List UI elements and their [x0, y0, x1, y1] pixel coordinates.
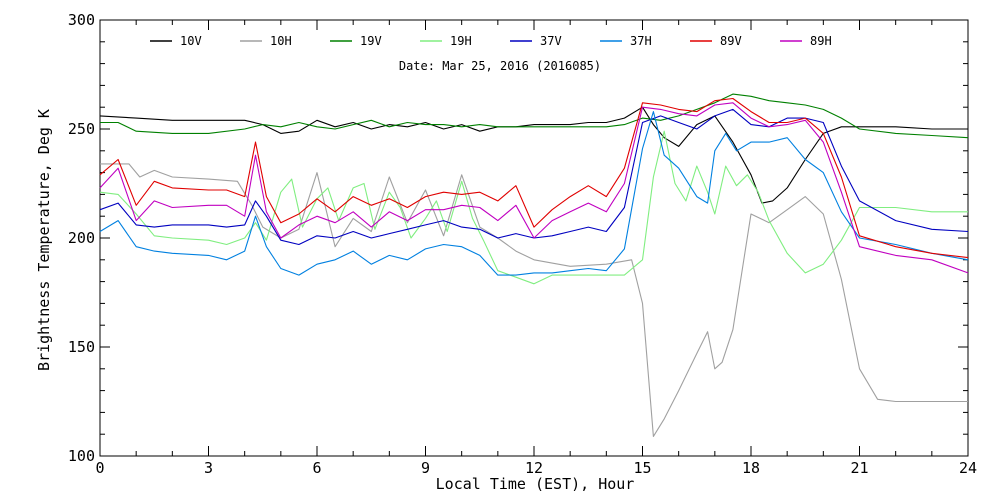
legend-label-19v: 19V: [360, 34, 382, 48]
legend-label-10v: 10V: [180, 34, 202, 48]
x-axis-label: Local Time (EST), Hour: [436, 475, 635, 493]
legend-label-89v: 89V: [720, 34, 742, 48]
x-tick-label: 18: [742, 459, 760, 477]
legend: 10V 10H 19V 19H 37V 37H 89V 89H: [150, 34, 832, 48]
y-tick-label: 150: [68, 338, 95, 356]
axis-tick-labels: 0 3 6 9 12 15 18 21 24 100 150 200 250 300: [68, 11, 977, 477]
axis-ticks: [99, 19, 969, 457]
series-line-37h: [99, 111, 969, 276]
y-tick-label: 100: [68, 447, 95, 465]
series-line-10h: [100, 163, 968, 437]
series-line-19v: [100, 93, 969, 139]
date-annotation: Date: Mar 25, 2016 (2016085): [399, 59, 601, 73]
x-tick-label: 9: [421, 459, 430, 477]
x-tick-label: 3: [204, 459, 213, 477]
y-tick-label: 200: [68, 229, 95, 247]
legend-label-37h: 37H: [630, 34, 652, 48]
y-tick-label: 250: [68, 120, 95, 138]
series-line-19h: [99, 130, 968, 285]
series-lines: [99, 93, 969, 437]
x-tick-label: 24: [959, 459, 977, 477]
x-tick-label: 15: [633, 459, 651, 477]
x-tick-label: 21: [850, 459, 868, 477]
legend-label-19h: 19H: [450, 34, 472, 48]
series-line-10v: [99, 106, 968, 204]
legend-label-89h: 89H: [810, 34, 832, 48]
series-line-89h: [99, 102, 969, 274]
x-tick-label: 6: [312, 459, 321, 477]
y-tick-label: 300: [68, 11, 95, 29]
legend-label-10h: 10H: [270, 34, 292, 48]
x-tick-label: 0: [95, 459, 104, 477]
y-axis-label: Brightness Temperature, Deg K: [35, 109, 53, 371]
x-tick-label: 12: [525, 459, 543, 477]
legend-label-37v: 37V: [540, 34, 562, 48]
series-line-89v: [99, 97, 969, 259]
